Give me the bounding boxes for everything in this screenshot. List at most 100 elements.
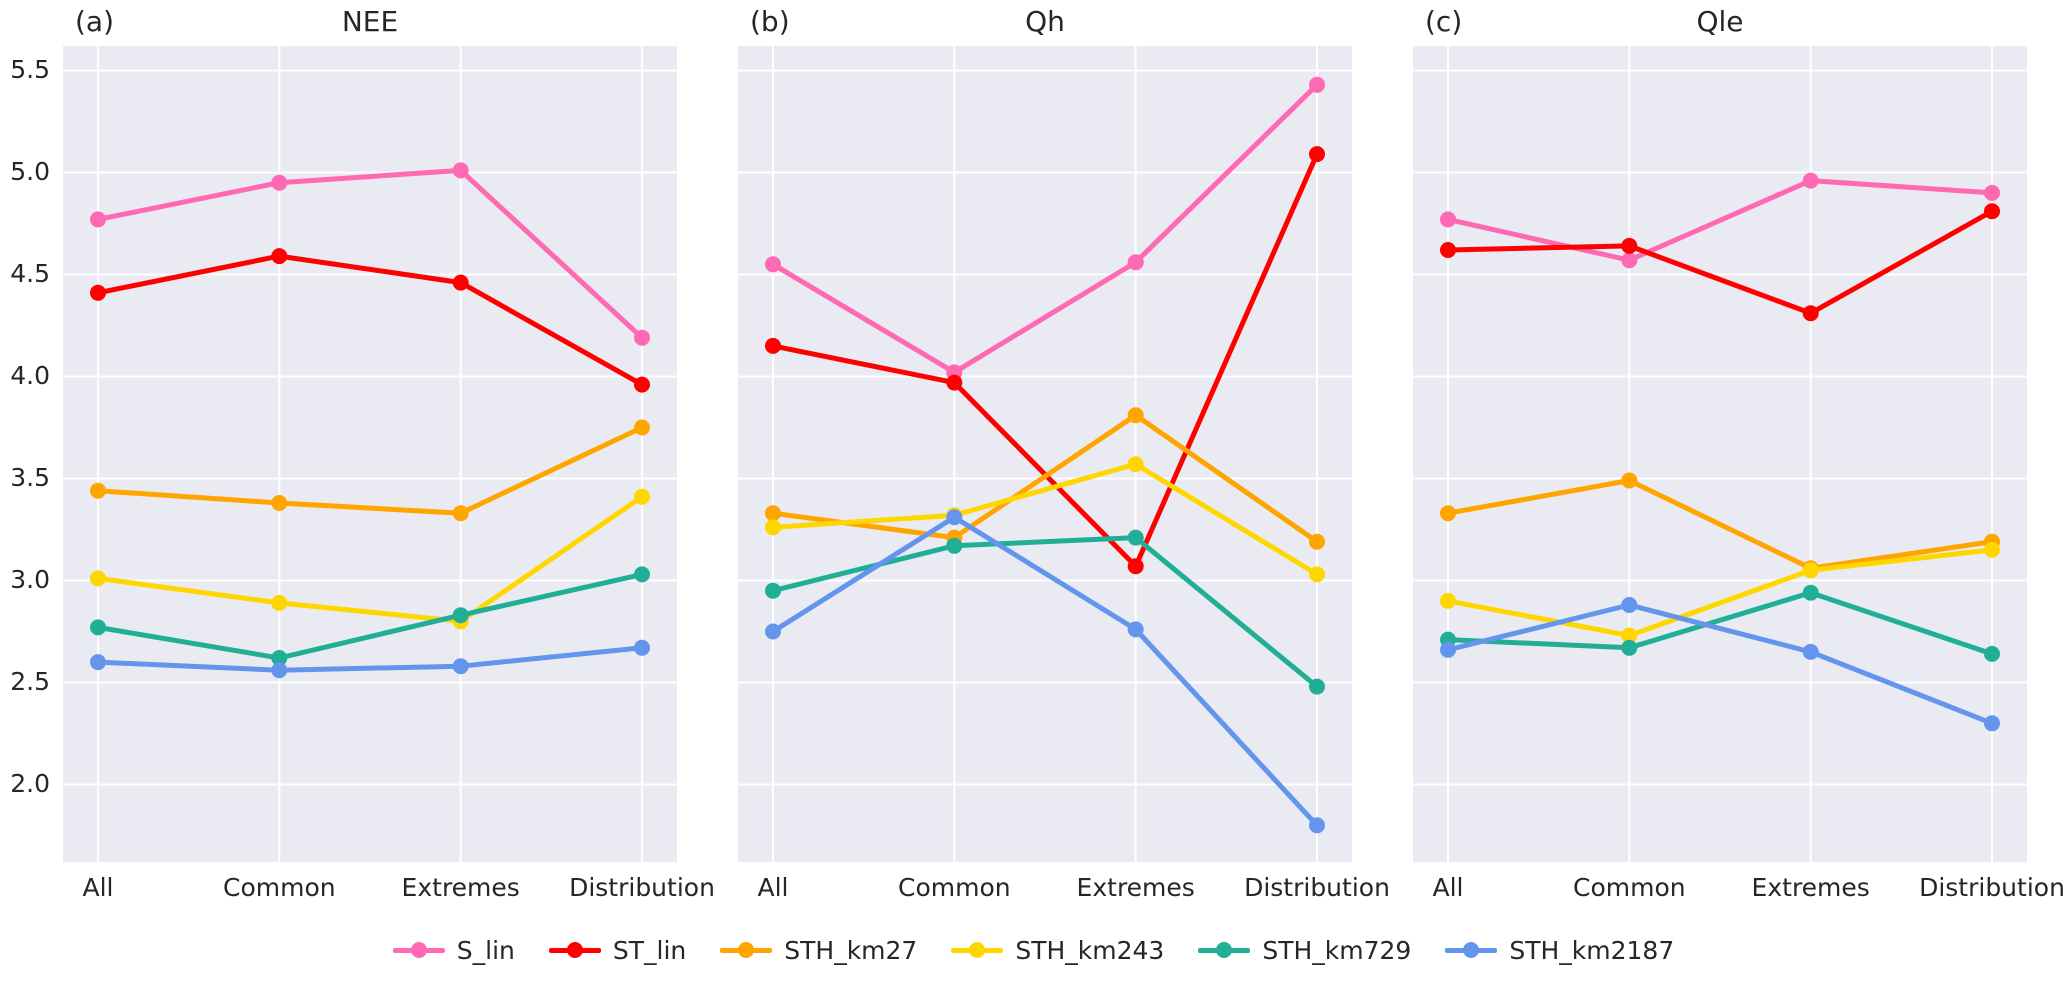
data-point-STH_km27-all [1440,505,1456,522]
chart-canvas-qle [1413,46,2027,862]
data-point-STH_km243-extremes [1802,562,1819,579]
series-line-STH_km243 [95,494,645,624]
data-point-S_lin-all [765,256,781,273]
data-point-STH_km729-all [765,582,781,599]
data-point-ST_lin-all [1440,242,1456,258]
legend-label: ST_lin [612,935,687,965]
legend-item-sth_km729: STH_km729 [1198,936,1411,965]
data-point-ST_lin-extremes [1802,305,1819,322]
data-point-ST_lin-common [1621,237,1638,254]
data-point-STH_km2187-common [271,662,288,679]
panel-header-qle: (c) Qle [1413,4,2027,40]
series-line-STH_km729 [770,535,1320,690]
y-tick-label: 3.5 [10,463,50,493]
series-line-STH_km27 [1445,478,1995,571]
data-point-STH_km729-distribution [1984,645,2000,662]
data-point-STH_km243-distribution [634,488,650,505]
chart-canvas-qh [738,46,1352,862]
legend: S_lin ST_lin STH_km27 STH_km243 STH_km729 STH… [0,928,2067,972]
x-tick-label: Distribution [569,873,715,902]
chart-canvas-nee [63,46,677,862]
data-point-STH_km243-distribution [1309,566,1325,583]
data-point-STH_km243-all [765,519,781,536]
data-point-STH_km27-distribution [1309,533,1325,550]
data-point-STH_km243-common [1621,627,1638,644]
legend-label: STH_km729 [1262,935,1412,965]
data-point-S_lin-common [271,174,288,191]
series-line-STH_km729 [1445,590,1995,657]
x-tick-label: Distribution [1919,873,2065,902]
legend-swatch-icon [392,941,445,959]
data-point-STH_km2187-distribution [1309,817,1325,834]
chart-panel-qle [1413,46,2027,862]
data-point-STH_km27-extremes [452,505,469,522]
data-point-STH_km2187-all [765,623,781,640]
legend-swatch-icon [548,941,601,959]
data-point-STH_km27-common [1621,472,1638,489]
data-point-ST_lin-all [90,284,106,301]
series-line-S_lin [770,82,1320,375]
data-point-ST_lin-extremes [452,274,469,291]
data-point-STH_km243-all [1440,592,1456,609]
series-line-STH_km27 [95,425,645,516]
panel-header-nee: (a) NEE [63,4,677,40]
legend-swatch-icon [720,941,773,959]
panel-letter-b: (b) [750,5,790,38]
data-point-STH_km2187-extremes [1802,643,1819,660]
x-tick-label: Extremes [1751,873,1870,902]
data-point-STH_km2187-all [90,654,106,671]
panel-letter-a: (a) [75,5,115,38]
chart-panel-nee [63,46,677,862]
y-tick-label: 4.5 [10,259,50,289]
data-point-ST_lin-distribution [634,376,650,393]
data-point-ST_lin-common [946,374,963,391]
x-tick-label: All [757,873,789,902]
data-point-STH_km243-common [271,594,288,611]
y-tick-label: 5.0 [10,157,50,187]
series-line-STH_km729 [95,571,645,661]
x-axis-qh: All Common Extremes Distribution [738,872,1390,904]
series-line-STH_km2187 [95,645,645,673]
data-point-STH_km2187-distribution [634,639,650,656]
chart-panel-qh [738,46,1352,862]
series-line-ST_lin [770,151,1320,569]
legend-label: STH_km2187 [1509,935,1675,965]
data-point-STH_km2187-common [1621,597,1638,613]
series-line-STH_km243 [770,461,1320,577]
data-point-STH_km27-distribution [634,419,650,436]
legend-item-sth_km243: STH_km243 [951,936,1164,965]
data-point-STH_km243-all [90,570,106,587]
data-point-STH_km27-all [90,482,106,499]
x-tick-label: All [82,873,114,902]
series-line-STH_km243 [1445,547,1995,639]
data-point-STH_km2187-all [1440,641,1456,658]
data-point-STH_km729-all [90,619,106,636]
y-tick-label: 4.0 [10,361,50,391]
data-point-S_lin-extremes [1802,172,1819,189]
data-point-S_lin-all [90,211,106,228]
data-point-S_lin-all [1440,211,1456,228]
x-tick-label: Common [1572,873,1686,902]
data-point-STH_km729-distribution [634,566,650,583]
legend-label: S_lin [456,935,515,965]
data-point-STH_km243-extremes [1127,456,1144,473]
series-line-S_lin [1445,178,1995,263]
panel-header-qh: (b) Qh [738,4,1352,40]
data-point-STH_km729-common [1621,639,1638,656]
legend-label: STH_km27 [784,935,918,965]
data-point-STH_km27-common [271,495,288,511]
data-point-STH_km27-all [765,505,781,522]
data-point-S_lin-common [1621,252,1638,269]
data-point-ST_lin-distribution [1984,203,2000,220]
x-tick-label: Common [897,873,1011,902]
legend-item-sth_km27: STH_km27 [720,936,917,965]
x-tick-label: Extremes [401,873,520,902]
data-point-S_lin-extremes [452,162,469,179]
data-point-S_lin-distribution [1984,184,2000,201]
x-tick-label: Extremes [1076,873,1195,902]
data-point-STH_km729-extremes [1802,584,1819,601]
x-tick-label: All [1432,873,1464,902]
data-point-ST_lin-common [271,248,288,265]
legend-item-sth_km2187: STH_km2187 [1445,936,1674,965]
